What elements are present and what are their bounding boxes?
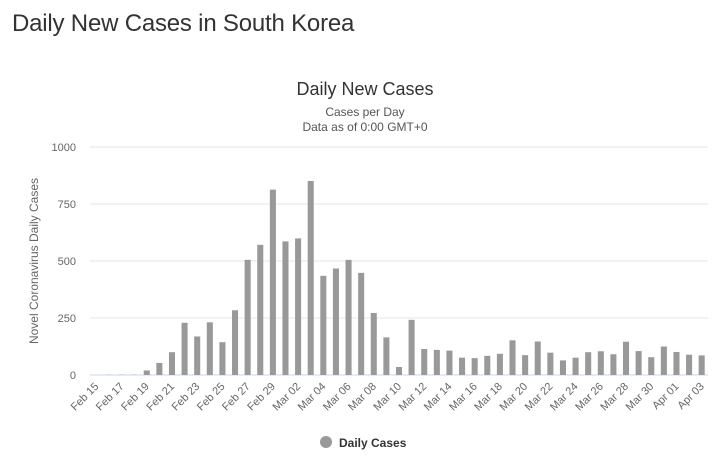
bar-mar-09[interactable]	[383, 337, 390, 375]
bar-series	[105, 180, 705, 376]
bar-mar-21[interactable]	[534, 341, 541, 375]
bar-feb-22[interactable]	[181, 322, 188, 375]
chart-title: Daily New Cases	[296, 79, 433, 99]
bar-mar-03[interactable]	[307, 180, 314, 375]
bar-apr-01[interactable]	[673, 351, 680, 375]
bar-feb-24[interactable]	[206, 322, 213, 375]
bar-mar-19[interactable]	[509, 340, 516, 375]
bar-mar-25[interactable]	[585, 352, 592, 375]
bar-mar-30[interactable]	[648, 357, 655, 375]
legend-marker[interactable]	[320, 436, 332, 448]
bar-mar-05[interactable]	[332, 268, 339, 375]
bar-mar-29[interactable]	[635, 351, 642, 375]
grid: 0 250 500 750 1000	[52, 142, 708, 382]
y-tick-label: 500	[58, 256, 76, 268]
chart-subtitle-date: Data as of 0:00 GMT+0	[302, 120, 427, 134]
chart-subtitle: Cases per Day	[325, 105, 404, 119]
bar-apr-02[interactable]	[686, 354, 693, 375]
y-axis-label: Novel Coronavirus Daily Cases	[27, 178, 41, 344]
bar-mar-02[interactable]	[295, 238, 302, 375]
bar-mar-26[interactable]	[597, 351, 604, 375]
bar-mar-06[interactable]	[345, 259, 352, 375]
bar-mar-18[interactable]	[496, 353, 503, 375]
x-tick-label: Apr 01	[650, 381, 681, 412]
bar-mar-27[interactable]	[610, 354, 617, 375]
bar-mar-04[interactable]	[320, 275, 327, 375]
bar-mar-22[interactable]	[547, 352, 554, 375]
bar-feb-26[interactable]	[232, 310, 239, 375]
legend[interactable]: Daily Cases	[320, 436, 407, 450]
bar-feb-19[interactable]	[143, 370, 150, 375]
bar-mar-24[interactable]	[572, 357, 579, 375]
bar-mar-20[interactable]	[522, 355, 529, 375]
bar-mar-31[interactable]	[660, 346, 667, 376]
bar-mar-10[interactable]	[395, 367, 403, 375]
bar-feb-28[interactable]	[257, 244, 264, 375]
x-tick-label: Apr 03	[675, 381, 706, 412]
x-tick-label: Mar 30	[624, 381, 657, 414]
bar-mar-15[interactable]	[459, 357, 466, 375]
page-title: Daily New Cases in South Korea	[12, 10, 355, 37]
bar-mar-01[interactable]	[282, 241, 289, 375]
bar-mar-23[interactable]	[559, 360, 566, 375]
bar-mar-14[interactable]	[446, 350, 453, 375]
bar-mar-08[interactable]	[370, 312, 377, 375]
bar-mar-17[interactable]	[484, 355, 491, 375]
legend-label[interactable]: Daily Cases	[339, 436, 407, 450]
y-tick-label: 750	[58, 199, 76, 211]
bar-mar-12[interactable]	[421, 349, 428, 375]
bar-feb-20[interactable]	[156, 362, 163, 375]
bar-mar-16[interactable]	[471, 358, 478, 375]
y-tick-label: 1000	[52, 142, 76, 154]
bar-feb-21[interactable]	[168, 352, 176, 375]
bar-mar-07[interactable]	[358, 272, 365, 375]
bar-feb-29[interactable]	[269, 189, 276, 375]
y-tick-label: 0	[70, 370, 76, 382]
bar-feb-27[interactable]	[244, 259, 251, 375]
bar-feb-25[interactable]	[219, 342, 226, 375]
bar-mar-28[interactable]	[622, 341, 630, 375]
bar-feb-23[interactable]	[194, 336, 201, 375]
bar-mar-11[interactable]	[408, 319, 415, 375]
bar-apr-03[interactable]	[698, 355, 705, 375]
y-tick-label: 250	[58, 313, 76, 325]
bar-mar-13[interactable]	[433, 349, 440, 375]
